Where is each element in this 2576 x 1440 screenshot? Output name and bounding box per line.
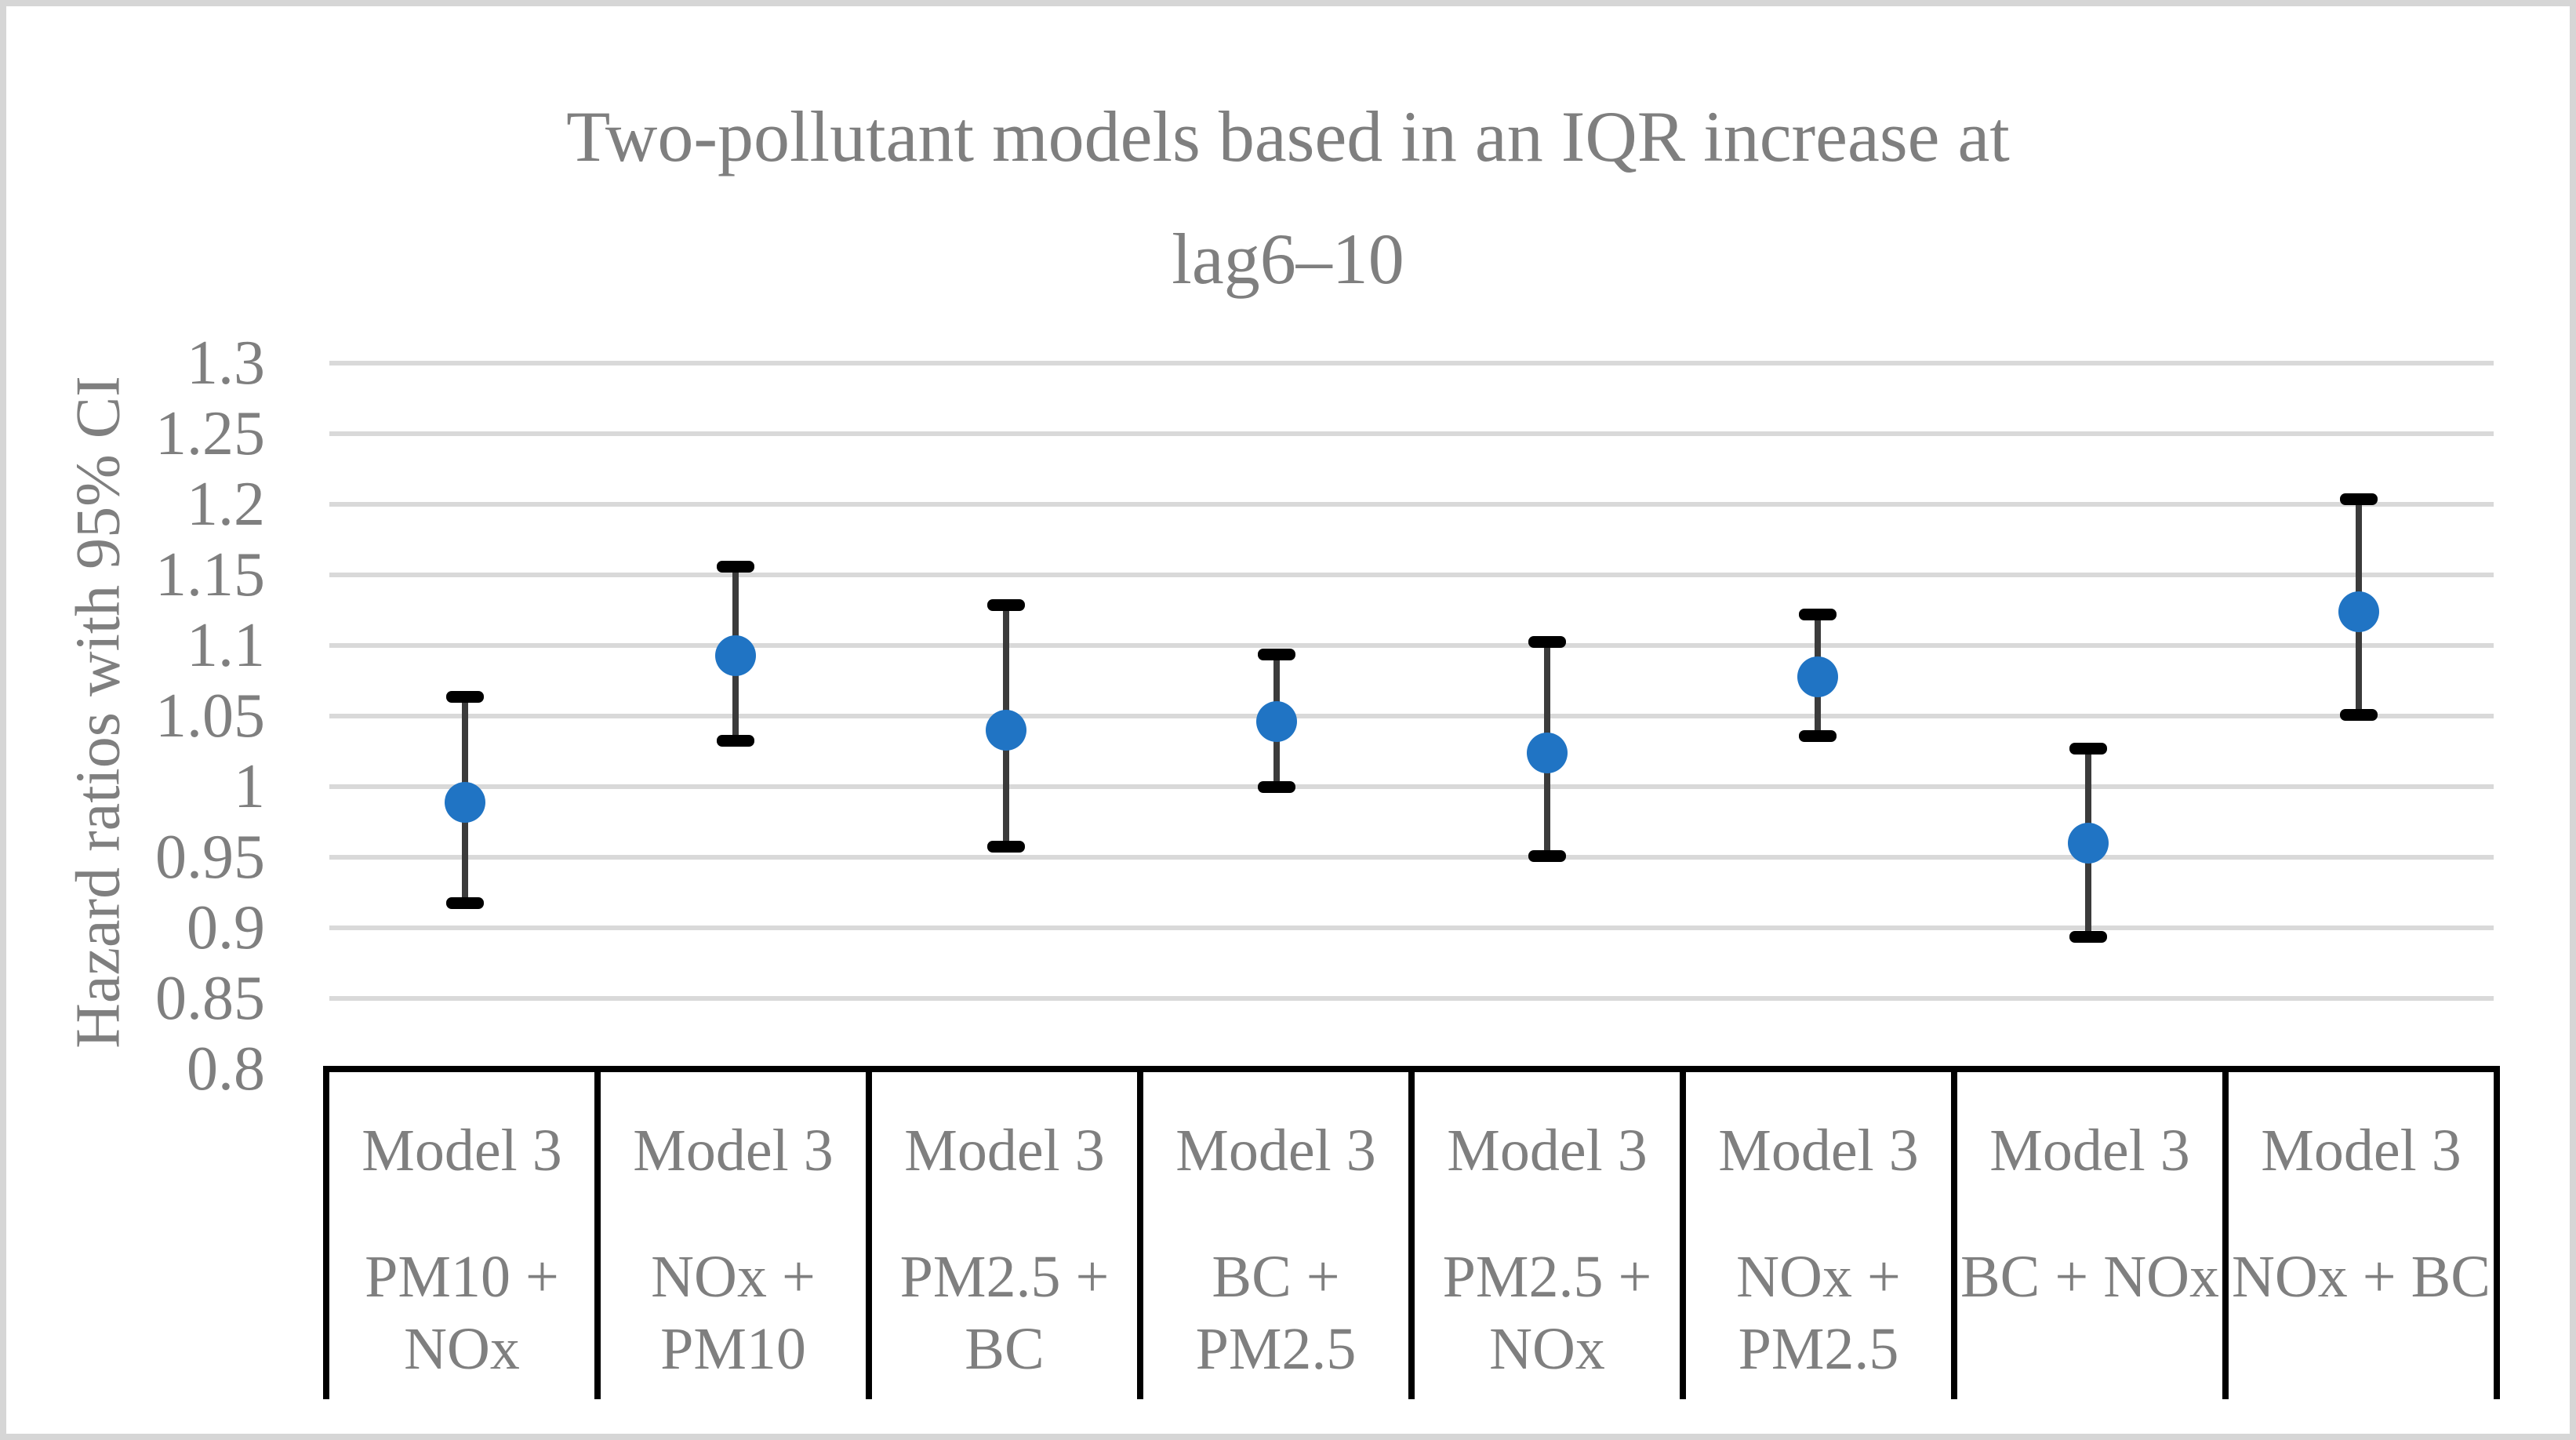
category-pollutant-label: NOx + PM2.5 [1686, 1241, 1951, 1385]
category-model-label: Model 3 [1447, 1118, 1648, 1184]
category-pollutant-label: BC + NOx [1957, 1241, 2222, 1313]
category-pollutant-line: PM2.5 [1738, 1316, 1899, 1382]
category-pollutant-line: NOx + [651, 1244, 816, 1310]
category-pollutant-line: NOx [404, 1316, 520, 1382]
data-point-marker [714, 635, 756, 676]
category-pollutant-line: BC + NOx [1960, 1244, 2219, 1310]
category-model-label: Model 3 [1989, 1118, 2190, 1184]
ci-lower-cap [1257, 781, 1295, 793]
gridline [329, 502, 2494, 507]
ci-lower-cap [445, 896, 484, 909]
data-point-marker [1797, 656, 1838, 697]
category-pollutant-line: PM2.5 [1195, 1316, 1357, 1382]
ci-upper-cap [986, 598, 1025, 611]
category-pollutant-line: NOx [1489, 1316, 1605, 1382]
gridline [329, 784, 2494, 789]
gridline [329, 361, 2494, 365]
category-model-label: Model 3 [633, 1118, 834, 1184]
gridline [329, 855, 2494, 860]
category-model-label: Model 3 [1718, 1118, 1919, 1184]
category-pollutant-label: BC + PM2.5 [1143, 1241, 1408, 1385]
ci-upper-cap [445, 690, 484, 703]
ci-lower-cap [1528, 850, 1566, 863]
gridline [329, 573, 2494, 577]
category-model-label: Model 3 [2261, 1118, 2462, 1184]
ci-lower-cap [986, 840, 1025, 853]
category-pollutant-label: NOx + PM10 [601, 1241, 866, 1385]
y-tick-label: 1 [234, 752, 265, 821]
category-pollutant-line: PM10 [660, 1316, 806, 1382]
category-cell: Model 3 PM10 + NOx [323, 1072, 594, 1399]
chart-title-line-1: Two-pollutant models based in an IQR inc… [566, 96, 2010, 176]
chart-title: Two-pollutant models based in an IQR inc… [6, 75, 2570, 320]
category-pollutant-label: NOx + BC [2229, 1241, 2494, 1313]
category-pollutant-line: PM2.5 + [899, 1244, 1110, 1310]
category-pollutant-label: PM2.5 + BC [872, 1241, 1137, 1385]
chart-title-line-2: lag6–10 [1172, 219, 1404, 299]
category-model-label: Model 3 [362, 1118, 562, 1184]
category-pollutant-line: PM2.5 + [1442, 1244, 1652, 1310]
gridline [329, 925, 2494, 930]
ci-lower-cap [1798, 730, 1837, 743]
category-cell: Model 3 PM2.5 + BC [866, 1072, 1137, 1399]
ci-lower-cap [2069, 930, 2107, 943]
y-tick-label: 1.3 [187, 329, 265, 398]
gridline [329, 431, 2494, 436]
category-model-label: Model 3 [904, 1118, 1105, 1184]
ci-lower-cap [2339, 709, 2378, 722]
gridline [329, 643, 2494, 648]
data-point-marker [2338, 591, 2379, 632]
y-tick-label: 0.85 [155, 964, 265, 1033]
data-point-marker [2067, 823, 2109, 864]
ci-upper-cap [1528, 635, 1566, 648]
ci-upper-cap [2339, 493, 2378, 505]
y-tick-label: 1.05 [155, 682, 265, 751]
category-model-label: Model 3 [1175, 1118, 1376, 1184]
ci-upper-cap [1798, 609, 1837, 621]
gridline [329, 714, 2494, 718]
y-tick-label: 0.95 [155, 823, 265, 892]
data-point-marker [985, 710, 1026, 751]
y-tick-label: 0.8 [187, 1035, 265, 1104]
ci-lower-cap [716, 734, 754, 747]
category-cell: Model 3 NOx + PM10 [594, 1072, 866, 1399]
category-pollutant-line: NOx + BC [2231, 1244, 2491, 1310]
ci-upper-cap [1257, 648, 1295, 660]
category-cell: Model 3 BC + NOx [1951, 1072, 2222, 1399]
data-point-marker [444, 781, 485, 823]
y-tick-label: 1.2 [187, 470, 265, 539]
category-pollutant-line: BC + [1212, 1244, 1340, 1310]
category-pollutant-line: BC [965, 1316, 1045, 1382]
data-point-marker [1526, 732, 1568, 773]
gridline [329, 996, 2494, 1001]
category-cell: Model 3 PM2.5 + NOx [1408, 1072, 1680, 1399]
ci-upper-cap [2069, 743, 2107, 755]
category-cell: Model 3 NOx + BC [2222, 1072, 2500, 1399]
data-point-marker [1255, 701, 1297, 743]
category-pollutant-label: PM2.5 + NOx [1415, 1241, 1680, 1385]
category-cell: Model 3 NOx + PM2.5 [1680, 1072, 1951, 1399]
category-cell: Model 3 BC + PM2.5 [1137, 1072, 1408, 1399]
y-tick-label: 0.9 [187, 893, 265, 962]
y-tick-label: 1.25 [155, 399, 265, 468]
ci-upper-cap [716, 561, 754, 573]
category-pollutant-line: NOx + [1736, 1244, 1901, 1310]
category-pollutant-line: PM10 + [365, 1244, 559, 1310]
category-pollutant-label: PM10 + NOx [329, 1241, 594, 1385]
y-tick-label: 1.1 [187, 611, 265, 680]
y-tick-label: 1.15 [155, 540, 265, 609]
